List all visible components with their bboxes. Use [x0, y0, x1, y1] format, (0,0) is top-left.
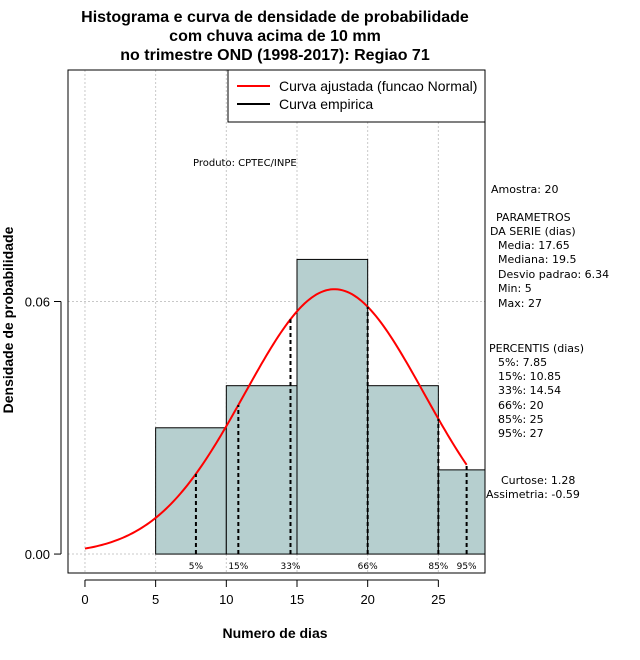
y-tick-label-0: 0.00 — [25, 547, 50, 562]
params-header-2: DA SERIE (dias) — [490, 225, 576, 238]
stat-p5: 5%: 7.85 — [498, 356, 547, 369]
percentile-label-5: 85% — [428, 562, 448, 572]
stat-mean: Media: 17.65 — [498, 239, 570, 252]
legend: Curva ajustada (funcao Normal) Curva emp… — [227, 69, 486, 123]
x-tick-label-20: 20 — [360, 592, 374, 607]
axis-layer: 0 5 10 15 20 25 0.00 0.06 — [25, 295, 446, 607]
chart-title-line2: com chuva acima de 10 mm — [169, 28, 381, 45]
bars-layer — [155, 258, 486, 555]
histogram-bar-5 — [437, 469, 486, 555]
product-note: Produto: CPTEC/INPE — [193, 158, 297, 169]
legend-box — [227, 69, 486, 123]
legend-label-empirical: Curva empirica — [279, 96, 373, 112]
histogram-bar-3 — [296, 258, 369, 555]
x-tick-label-5: 5 — [152, 592, 159, 607]
percentile-layer: 5% 15% 33% 66% 85% 95% — [189, 306, 477, 572]
params-header-1: PARAMETROS — [496, 211, 571, 224]
y-tick-label-1: 0.06 — [25, 295, 50, 310]
stat-max: Max: 27 — [498, 297, 542, 310]
histogram-bar-2 — [225, 385, 298, 555]
sample-size: Amostra: 20 — [491, 183, 558, 196]
curve-layer — [84, 288, 468, 550]
stat-p33: 33%: 14.54 — [498, 384, 561, 397]
chart-title-line1: Histograma e curva de densidade de proba… — [81, 9, 469, 26]
stat-median: Mediana: 19.5 — [498, 253, 576, 266]
x-tick-label-15: 15 — [290, 592, 304, 607]
stat-skewness: Assimetria: -0.59 — [486, 488, 580, 501]
percentile-label-1: 5% — [189, 562, 204, 572]
stat-p95: 95%: 27 — [498, 427, 544, 440]
stat-kurtosis: Curtose: 1.28 — [501, 474, 575, 487]
percentile-label-2: 15% — [228, 562, 248, 572]
x-tick-label-10: 10 — [219, 592, 233, 607]
normal-fit-curve — [84, 288, 468, 550]
histogram-bar-1 — [155, 427, 227, 555]
chart-title-line3: no trimestre OND (1998-2017): Regiao 71 — [120, 47, 430, 64]
percentiles-header: PERCENTIS (dias) — [489, 342, 584, 355]
stat-p15: 15%: 10.85 — [498, 370, 561, 383]
legend-label-fitted: Curva ajustada (funcao Normal) — [279, 78, 477, 94]
x-axis-title: Numero de dias — [222, 625, 327, 641]
x-tick-label-0: 0 — [81, 592, 88, 607]
y-axis-title: Densidade de probabilidade — [0, 226, 16, 413]
percentile-label-3: 33% — [280, 562, 300, 572]
histogram-bar-4 — [367, 385, 439, 555]
stat-p85: 85%: 25 — [498, 413, 544, 426]
stat-p66: 66%: 20 — [498, 399, 544, 412]
stats-panel: Amostra: 20 PARAMETROS DA SERIE (dias) M… — [486, 183, 609, 501]
stat-min: Min: 5 — [498, 282, 532, 295]
stat-sd: Desvio padrao: 6.34 — [498, 268, 609, 281]
percentile-label-6: 95% — [457, 562, 477, 572]
percentile-label-4: 66% — [358, 562, 378, 572]
x-tick-label-25: 25 — [431, 592, 445, 607]
